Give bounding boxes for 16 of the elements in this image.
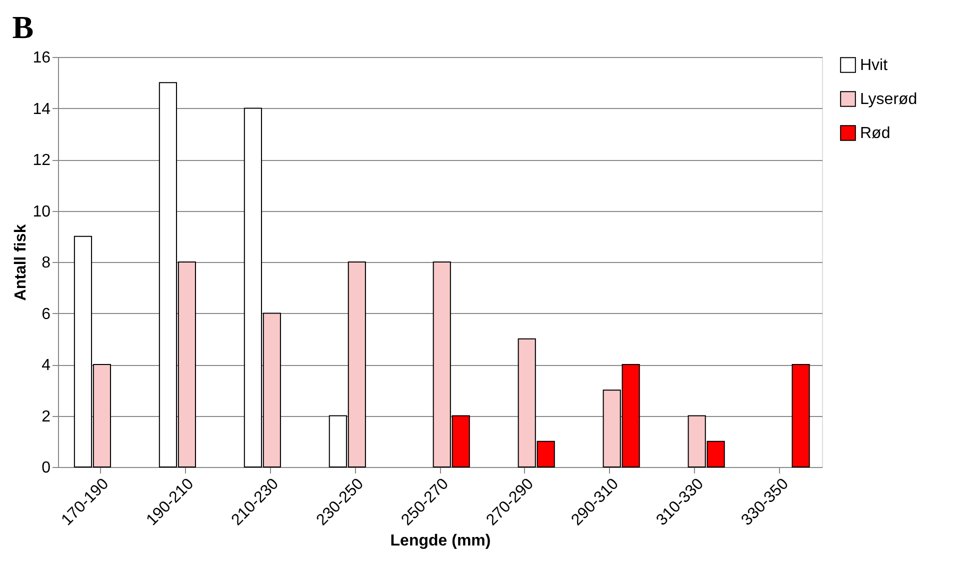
bar	[792, 364, 810, 468]
y-tick-label: 6	[42, 306, 51, 323]
legend-label: Rød	[860, 125, 890, 142]
y-tick-label: 4	[42, 357, 51, 374]
legend-label: Lyserød	[860, 91, 918, 108]
y-tick-label: 16	[32, 50, 51, 66]
y-tick-label: 8	[42, 254, 51, 272]
x-axis-title: Lengde (mm)	[390, 532, 491, 550]
y-tick-label: 14	[32, 100, 51, 118]
legend-label: Hvit	[860, 57, 888, 74]
y-tick-label: 12	[32, 152, 51, 169]
y-tick-label: 0	[42, 460, 51, 476]
y-axis-title: Antall fisk	[12, 224, 30, 301]
chart-title: B	[12, 9, 34, 45]
y-tick-label: 10	[32, 203, 51, 220]
y-tick-label: 2	[42, 408, 51, 426]
